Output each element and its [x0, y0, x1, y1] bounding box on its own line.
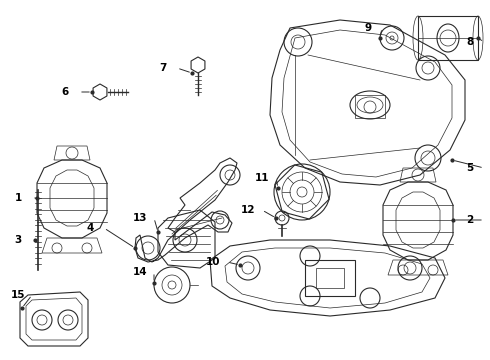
- Text: 8: 8: [466, 37, 474, 47]
- Text: 10: 10: [206, 257, 220, 267]
- Text: 14: 14: [133, 267, 147, 277]
- Text: 7: 7: [159, 63, 167, 73]
- Text: 2: 2: [466, 215, 474, 225]
- Text: 12: 12: [241, 205, 255, 215]
- Text: 11: 11: [255, 173, 269, 183]
- Text: 4: 4: [86, 223, 94, 233]
- Text: 9: 9: [365, 23, 371, 33]
- Text: 3: 3: [14, 235, 22, 245]
- Text: 15: 15: [11, 290, 25, 300]
- Text: 1: 1: [14, 193, 22, 203]
- Text: 5: 5: [466, 163, 474, 173]
- Text: 13: 13: [133, 213, 147, 223]
- Text: 6: 6: [61, 87, 69, 97]
